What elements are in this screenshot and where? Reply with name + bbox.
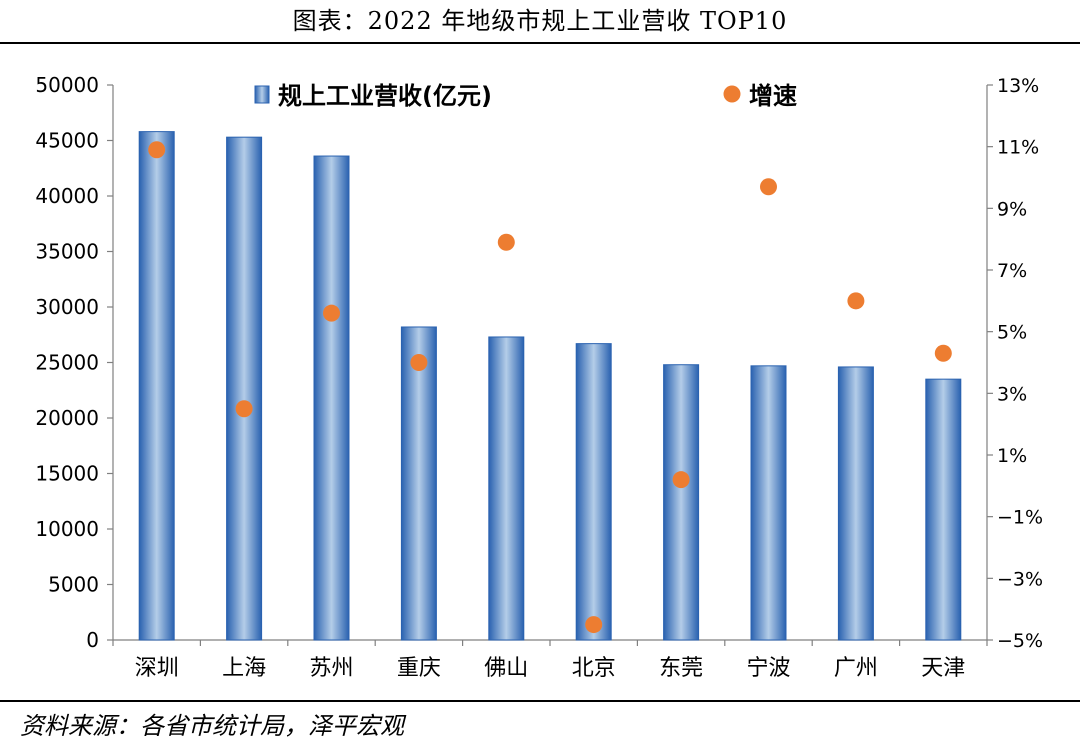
revenue-bar xyxy=(575,343,612,641)
x-tick-label: 重庆 xyxy=(397,656,441,681)
x-tick-label: 佛山 xyxy=(484,656,528,681)
y2-tick-label: −3% xyxy=(997,568,1043,590)
y2-tick-label: −1% xyxy=(997,507,1043,529)
y-tick-label: 0 xyxy=(86,628,99,652)
y2-tick-label: 7% xyxy=(997,260,1027,282)
y2-tick-label: 1% xyxy=(997,445,1027,467)
x-tick-label: 宁波 xyxy=(746,656,790,681)
y2-tick-label: 3% xyxy=(997,383,1027,405)
y-tick-label: 15000 xyxy=(35,462,99,486)
bar-series xyxy=(138,131,962,641)
chart-legend: 规上工业营收(亿元) 增速 xyxy=(254,82,797,110)
y2-tick-label: −5% xyxy=(997,630,1043,652)
x-tick-label: 天津 xyxy=(921,656,965,681)
y-tick-label: 25000 xyxy=(35,351,99,375)
legend-dot-swatch xyxy=(723,85,741,103)
growth-dot xyxy=(148,141,166,159)
revenue-bar xyxy=(663,364,700,641)
revenue-bar xyxy=(837,366,874,641)
source-note: 资料来源：各省市统计局，泽平宏观 xyxy=(20,712,404,740)
growth-dot xyxy=(323,304,340,322)
y-tick-label: 45000 xyxy=(35,129,99,153)
x-tick-label: 上海 xyxy=(222,656,266,681)
page-title: 图表：2022 年地级市规上工业营收 TOP10 xyxy=(292,7,788,35)
y-tick-label: 5000 xyxy=(48,573,99,597)
growth-dot xyxy=(672,471,690,489)
revenue-bar xyxy=(925,378,962,641)
y-tick-label: 50000 xyxy=(35,73,99,97)
title-divider xyxy=(0,42,1080,44)
revenue-bar xyxy=(313,155,350,641)
y-tick-label: 30000 xyxy=(35,295,99,319)
revenue-bar xyxy=(488,336,525,641)
x-tick-label: 东莞 xyxy=(659,656,703,681)
legend-bar-swatch xyxy=(254,85,270,104)
y2-tick-label: 13% xyxy=(997,75,1039,97)
growth-dot xyxy=(497,233,515,251)
y2-tick-label: 5% xyxy=(997,322,1027,344)
growth-dot xyxy=(585,616,603,634)
legend-bar-label: 规上工业营收(亿元) xyxy=(278,82,492,110)
growth-dot xyxy=(760,178,777,196)
y2-tick-label: 9% xyxy=(997,198,1027,220)
growth-dot xyxy=(235,400,253,418)
x-tick-label: 广州 xyxy=(834,656,878,681)
revenue-bar xyxy=(226,136,263,641)
chart-axes: 0 5000 10000 15000 20000 25000 30000 35000 40000… xyxy=(35,73,1043,681)
y-tick-label: 20000 xyxy=(35,406,99,430)
growth-dot xyxy=(847,292,865,310)
growth-series xyxy=(148,141,952,634)
y-tick-label: 10000 xyxy=(35,517,99,541)
bar-chart: 0 5000 10000 15000 20000 25000 30000 35000 40000… xyxy=(35,73,1043,681)
revenue-bar xyxy=(400,326,437,641)
x-tick-label: 深圳 xyxy=(135,656,179,681)
source-divider xyxy=(0,700,1080,702)
growth-dot xyxy=(934,344,952,362)
x-tick-label: 北京 xyxy=(572,656,616,681)
y2-tick-label: 11% xyxy=(997,137,1039,159)
x-tick-label: 苏州 xyxy=(309,656,353,681)
revenue-bar xyxy=(138,131,175,641)
revenue-bar xyxy=(750,365,787,641)
legend-dot-label: 增速 xyxy=(749,82,797,110)
y-tick-label: 40000 xyxy=(35,184,99,208)
y-tick-label: 35000 xyxy=(35,240,99,264)
growth-dot xyxy=(410,354,428,371)
